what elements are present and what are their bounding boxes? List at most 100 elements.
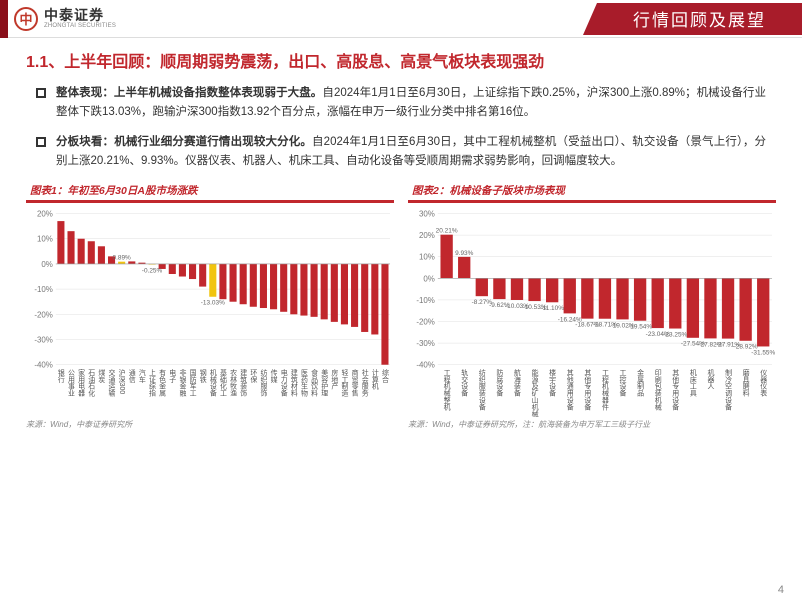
svg-text:有色金属: 有色金属 [159,368,166,398]
svg-text:-10%: -10% [34,285,53,294]
svg-text:建筑装饰: 建筑装饰 [240,368,247,398]
svg-text:石油石化: 石油石化 [88,369,95,398]
svg-text:环保: 环保 [250,369,257,384]
svg-text:-30%: -30% [416,339,435,348]
svg-text:30%: 30% [419,210,435,219]
svg-text:银行: 银行 [57,368,64,384]
para1-lead: 整体表现：上半年机械设备指数整体表现弱于大盘。 [56,87,322,99]
left-accent-stripe [0,0,8,38]
svg-text:国防军工: 国防军工 [189,369,196,397]
svg-text:-40%: -40% [34,361,53,370]
page-number: 4 [778,584,784,596]
chart-1-title: 图表1：年初至6月30日A股市场涨跌 [26,181,394,203]
svg-text:-11.10%: -11.10% [540,305,564,312]
logo-text-en: ZHONGTAI SECURITIES [44,23,116,29]
paragraph-2: 分板块看：机械行业细分赛道行情出现较大分化。自2024年1月1日至6月30日，其… [36,133,766,172]
svg-text:20%: 20% [37,210,53,219]
paragraph-1: 整体表现：上半年机械设备指数整体表现弱于大盘。自2024年1月1日至6月30日，… [36,84,766,123]
svg-text:纺织服装设备: 纺织服装设备 [478,368,485,412]
svg-text:制冷空调设备: 制冷空调设备 [725,368,732,412]
chart-1: -40% -30% -20% -10% 0% 10% 20% 银行公用事业家用电器石油石化煤炭… [26,205,394,417]
svg-text:金属制品: 金属制品 [637,368,644,398]
svg-text:机械设备: 机械设备 [209,368,216,398]
svg-text:楼宇设备: 楼宇设备 [549,368,556,398]
chart-2-column: 图表2：机械设备子版块市场表现 -40%-30%-20%-10%0%10%20%… [408,181,776,430]
svg-text:农林牧渔: 农林牧渔 [230,368,237,398]
svg-text:-19.54%: -19.54% [628,324,652,331]
logo-icon: 中 [14,7,38,31]
svg-text:能源及矿山机械: 能源及矿山机械 [531,368,538,417]
svg-text:轻工制造: 轻工制造 [341,368,348,398]
svg-text:建筑材料: 建筑材料 [290,368,297,398]
svg-text:美容护理: 美容护理 [321,368,328,397]
svg-text:-0.25%: -0.25% [142,268,163,275]
para2-lead: 分板块看：机械行业细分赛道行情出现较大分化。 [56,136,312,148]
svg-text:纺织服饰: 纺织服饰 [260,368,267,398]
svg-text:其他通用设备: 其他通用设备 [566,369,573,412]
svg-text:煤炭: 煤炭 [98,368,105,384]
logo: 中 中泰证券 ZHONGTAI SECURITIES [14,7,116,31]
svg-text:综合: 综合 [381,368,388,384]
svg-text:-40%: -40% [416,361,435,370]
svg-text:公用事业: 公用事业 [68,369,75,397]
svg-text:-10%: -10% [416,296,435,305]
svg-text:计算机: 计算机 [371,368,378,391]
svg-text:电子: 电子 [169,368,176,383]
svg-text:10%: 10% [37,235,53,244]
chart-1-source: 来源：Wind，中泰证券研究所 [26,419,394,430]
svg-text:通信: 通信 [128,368,135,384]
svg-text:钢铁: 钢铁 [199,368,206,384]
svg-text:基础化工: 基础化工 [219,368,226,397]
svg-text:20.21%: 20.21% [436,228,458,235]
svg-text:仪器仪表: 仪器仪表 [760,369,767,398]
svg-text:工程机械整机: 工程机械整机 [443,369,450,412]
svg-text:-20%: -20% [416,318,435,327]
svg-text:航海装备: 航海装备 [513,368,520,398]
svg-text:医药生物: 医药生物 [300,369,307,398]
chart-1-column: 图表1：年初至6月30日A股市场涨跌 -40% -30% -20% -10% 0% 10%… [26,181,394,430]
svg-text:轨交设备: 轨交设备 [461,368,468,398]
bullet-icon [36,88,46,98]
svg-text:0%: 0% [41,260,52,269]
body-content: 整体表现：上半年机械设备指数整体表现弱于大盘。自2024年1月1日至6月30日，… [0,78,802,171]
svg-text:-13.03%: -13.03% [201,300,225,307]
svg-text:磨具磨料: 磨具磨料 [742,368,749,398]
svg-text:房地产: 房地产 [331,368,338,391]
logo-text-cn: 中泰证券 [44,8,116,22]
svg-text:防腐设备: 防腐设备 [496,368,503,398]
svg-text:-20%: -20% [34,311,53,320]
svg-text:机器人: 机器人 [707,368,714,390]
svg-text:家用电器: 家用电器 [78,368,85,398]
chart-2: -40%-30%-20%-10%0%10%20%30%工程机械整机轨交设备纺织服… [408,205,776,417]
svg-text:非银金融: 非银金融 [179,368,186,398]
svg-text:20%: 20% [419,231,435,240]
svg-text:印刷包装机械: 印刷包装机械 [654,369,661,412]
svg-text:沪深300: 沪深300 [118,368,125,395]
svg-text:食品饮料: 食品饮料 [311,368,318,398]
bullet-icon [36,137,46,147]
svg-text:机床工具: 机床工具 [689,368,696,398]
title-text: 上半年回顾：顺周期弱势震荡，出口、高股息、高景气板块表现强劲 [64,54,544,71]
page-title: 1.1、上半年回顾：顺周期弱势震荡，出口、高股息、高景气板块表现强劲 [0,38,802,78]
svg-text:上证综指: 上证综指 [149,368,156,398]
svg-text:电力设备: 电力设备 [280,368,287,398]
svg-text:其他专用设备: 其他专用设备 [584,369,591,412]
svg-text:工控设备: 工控设备 [619,369,626,398]
svg-text:-30%: -30% [34,336,53,345]
charts-container: 图表1：年初至6月30日A股市场涨跌 -40% -30% -20% -10% 0% 10%… [0,181,802,430]
title-number: 1.1、 [26,54,64,71]
svg-text:商贸零售: 商贸零售 [351,368,358,398]
svg-text:工程机械器件: 工程机械器件 [601,369,608,412]
svg-text:传媒: 传媒 [270,368,277,384]
section-banner: 行情回顾及展望 [597,3,802,35]
svg-text:10%: 10% [419,253,435,262]
svg-text:-31.55%: -31.55% [751,350,775,357]
svg-text:社会服务: 社会服务 [361,368,368,398]
svg-text:0.89%: 0.89% [113,255,132,262]
chart-2-title: 图表2：机械设备子版块市场表现 [408,181,776,203]
svg-text:汽车: 汽车 [138,368,145,384]
page-header: 中 中泰证券 ZHONGTAI SECURITIES 行情回顾及展望 [0,0,802,38]
svg-text:其他专用设备: 其他专用设备 [672,369,679,412]
chart-2-source: 来源：Wind，中泰证券研究所，注：航海装备为申万军工三级子行业 [408,419,776,430]
svg-text:-23.25%: -23.25% [663,332,687,339]
